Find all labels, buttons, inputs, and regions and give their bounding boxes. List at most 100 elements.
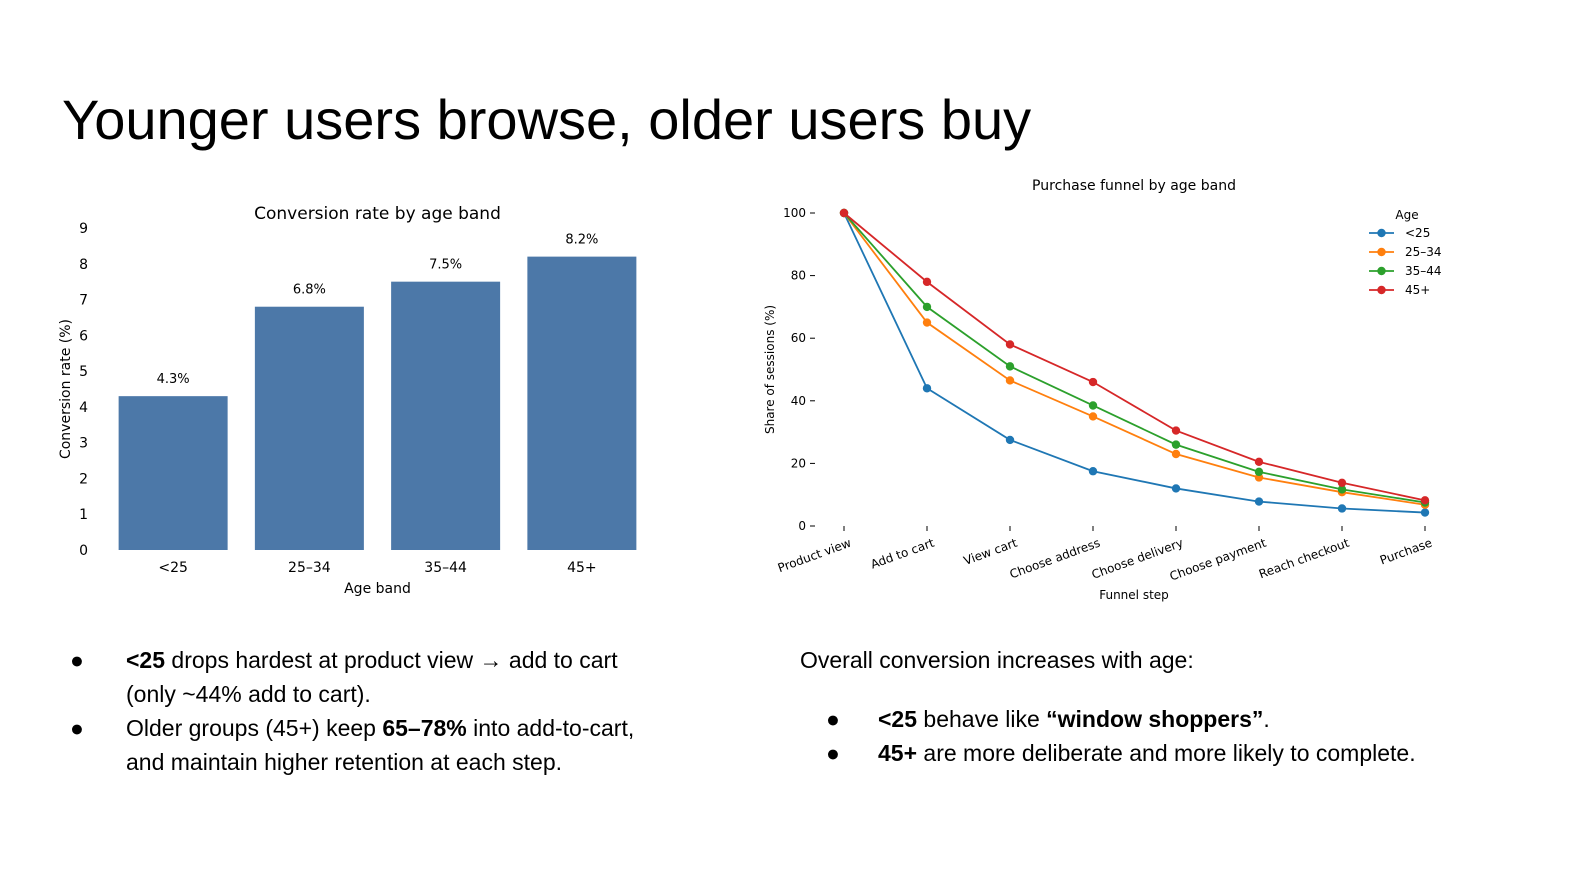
bullet-text: are more deliberate and more likely to c… [917, 740, 1416, 766]
y-tick-label: 100 [783, 206, 806, 220]
data-point [1088, 401, 1098, 410]
legend-marker [1377, 266, 1386, 276]
y-tick-label: 3 [79, 436, 88, 452]
legend-marker [1377, 228, 1386, 238]
series-line [843, 212, 1426, 504]
x-tick-label: 45+ [567, 560, 597, 576]
x-tick-label: Choose payment [1168, 536, 1269, 584]
y-tick-label: 5 [79, 364, 88, 380]
legend-label: <25 [1405, 226, 1430, 240]
x-tick-label: Add to cart [869, 536, 937, 572]
data-point [1005, 362, 1015, 371]
data-point [1005, 435, 1015, 445]
bar [118, 396, 228, 550]
y-tick-label: 6 [79, 328, 88, 344]
bullet-bold: <25 [126, 647, 166, 673]
x-tick-label: View cart [962, 536, 1020, 568]
y-tick-label: 20 [791, 456, 806, 470]
slide-title: Younger users browse, older users buy [62, 88, 1032, 151]
data-point [1337, 485, 1347, 494]
bullet-bold: “window shoppers” [1046, 706, 1264, 732]
x-axis-label: Age band [344, 581, 411, 597]
data-label: 7.5% [429, 258, 462, 273]
bar [391, 281, 501, 550]
bullet-text: behave like [917, 706, 1047, 732]
bullet-text: into add-to-cart, and maintain higher re… [126, 715, 635, 775]
chart-title: Conversion rate by age band [254, 204, 501, 224]
x-tick-label: 35–44 [424, 560, 467, 576]
bullet-bold: 65–78% [382, 715, 467, 741]
left-bullet-2: ● Older groups (45+) keep 65–78% into add… [70, 711, 670, 779]
x-tick-label: 25–34 [288, 560, 331, 576]
bullet-dot: ● [826, 740, 840, 766]
data-point [1088, 377, 1098, 387]
x-tick-label: Purchase [1378, 536, 1434, 568]
x-tick-label: Product view [776, 536, 853, 576]
data-point [922, 318, 932, 327]
data-point [1420, 508, 1430, 517]
bullet-text: Older groups (45+) keep [126, 715, 383, 741]
series-line [843, 212, 1426, 502]
bullet-bold: 45+ [878, 740, 918, 766]
right-bullet-2: ● 45+ are more deliberate and more likely… [800, 736, 1520, 770]
data-point [1005, 340, 1015, 349]
y-tick-label: 80 [791, 269, 806, 283]
bullet-text: . [1263, 706, 1270, 732]
y-tick-label: 1 [79, 507, 88, 523]
left-bullet-list: ● <25 drops hardest at product view → add… [70, 643, 670, 779]
x-tick-label: Choose address [1008, 536, 1102, 582]
y-tick-label: 60 [791, 331, 806, 345]
data-point [1171, 449, 1181, 459]
y-axis-label: Share of sessions (%) [763, 305, 777, 434]
data-point [1171, 426, 1181, 435]
bullet-text: drops hardest at product view → add to c… [126, 647, 618, 707]
chart-title: Purchase funnel by age band [1032, 178, 1236, 194]
y-tick-label: 2 [79, 471, 88, 487]
right-bullet-1: ● <25 behave like “window shoppers”. [800, 702, 1520, 736]
legend-label: 25–34 [1405, 245, 1442, 259]
data-point [922, 384, 932, 393]
data-label: 8.2% [565, 233, 598, 248]
data-point [1171, 484, 1181, 493]
x-tick-label: <25 [158, 560, 188, 576]
data-point [839, 208, 849, 218]
data-point [1337, 478, 1347, 488]
legend-label: 45+ [1405, 283, 1430, 297]
x-tick-label: Reach checkout [1257, 536, 1351, 582]
x-axis-label: Funnel step [1099, 588, 1169, 602]
y-tick-label: 8 [79, 257, 88, 273]
bullet-dot: ● [826, 706, 840, 732]
bullet-dot: ● [70, 715, 84, 741]
intro-text: Overall conversion increases with age: [800, 647, 1194, 673]
legend-label: 35–44 [1405, 264, 1442, 278]
y-tick-label: 0 [798, 519, 806, 533]
y-tick-label: 0 [79, 543, 88, 559]
data-point [1254, 457, 1264, 467]
data-label: 6.8% [293, 283, 326, 298]
y-tick-label: 4 [79, 400, 88, 416]
data-point [1171, 440, 1181, 449]
data-point [1088, 412, 1098, 421]
data-point [1088, 467, 1098, 476]
y-tick-label: 40 [791, 394, 806, 408]
bullet-dot: ● [70, 647, 84, 673]
right-text-block: Overall conversion increases with age: ●… [800, 643, 1520, 770]
data-point [1254, 497, 1264, 506]
legend-marker [1377, 247, 1386, 257]
left-bullet-1: ● <25 drops hardest at product view → add… [70, 643, 670, 711]
y-tick-label: 9 [79, 221, 88, 237]
y-tick-label: 7 [79, 293, 88, 309]
data-label: 4.3% [157, 372, 190, 387]
series-line [843, 212, 1426, 514]
y-axis-label: Conversion rate (%) [58, 319, 74, 459]
data-point [922, 277, 932, 287]
legend-marker [1377, 285, 1386, 295]
data-point [1337, 504, 1347, 513]
legend-title: Age [1395, 208, 1418, 222]
data-point [1005, 376, 1015, 385]
series-line [843, 212, 1426, 506]
data-point [1420, 496, 1430, 505]
data-point [1254, 467, 1264, 477]
